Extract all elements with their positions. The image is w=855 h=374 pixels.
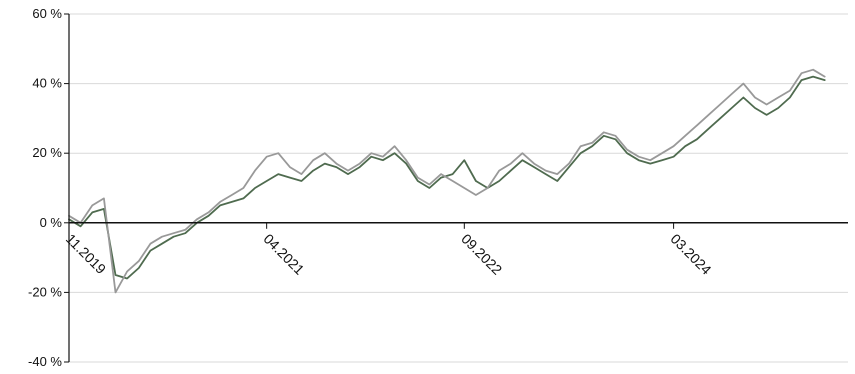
y-tick-label: 20 % xyxy=(32,145,62,160)
series-lines xyxy=(68,68,826,294)
axes xyxy=(64,13,848,363)
series-line-1 xyxy=(68,75,826,280)
y-tick-labels: -40 % -20 % 0 % 20 % 40 % 60 % xyxy=(28,6,62,369)
x-tick-label: 11.2019 xyxy=(63,231,110,278)
x-tick-label: 03.2024 xyxy=(667,231,714,278)
y-tick-label: 0 % xyxy=(40,215,63,230)
x-tick-label: 09.2022 xyxy=(458,231,505,278)
y-tick-label: -20 % xyxy=(28,284,62,299)
gridlines xyxy=(69,13,848,363)
series-line-2 xyxy=(68,68,826,294)
y-tick-label: -40 % xyxy=(28,354,62,369)
y-tick-label: 60 % xyxy=(32,6,62,21)
y-tick-label: 40 % xyxy=(32,76,62,91)
x-tick-label: 04.2021 xyxy=(261,231,308,278)
